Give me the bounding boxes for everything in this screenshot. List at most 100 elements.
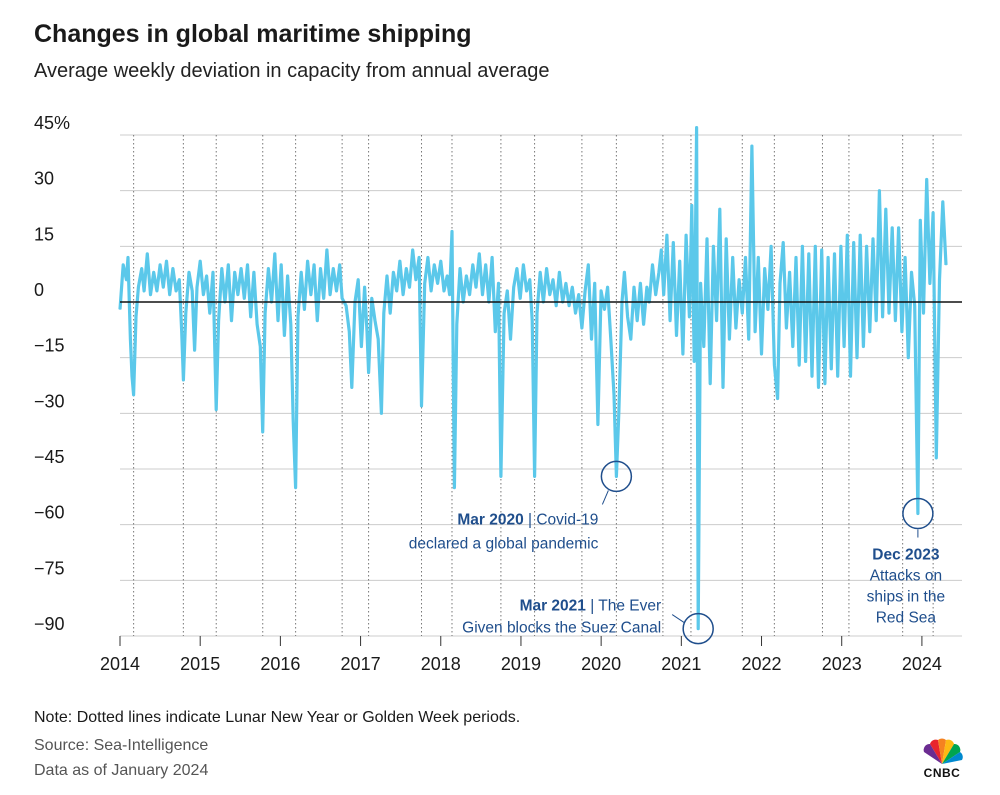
data-point bbox=[122, 264, 124, 266]
data-point bbox=[536, 312, 538, 314]
data-point bbox=[469, 294, 471, 296]
data-point bbox=[332, 268, 334, 270]
data-point bbox=[386, 275, 388, 277]
data-point bbox=[859, 234, 861, 236]
data-point bbox=[811, 375, 813, 377]
data-point bbox=[630, 338, 632, 340]
data-point bbox=[597, 423, 599, 426]
data-point bbox=[513, 286, 515, 288]
data-point bbox=[926, 178, 928, 181]
x-tick-label: 2015 bbox=[180, 654, 220, 674]
data-point bbox=[764, 268, 766, 270]
data-point bbox=[817, 386, 820, 388]
data-point bbox=[849, 375, 852, 377]
data-point bbox=[615, 475, 618, 477]
data-point bbox=[262, 431, 264, 433]
data-point bbox=[303, 308, 305, 310]
data-point bbox=[824, 383, 826, 385]
x-tick-label: 2014 bbox=[100, 654, 140, 674]
data-point bbox=[188, 271, 190, 273]
data-point bbox=[840, 245, 842, 247]
data-point bbox=[169, 294, 171, 296]
data-point bbox=[709, 383, 711, 385]
data-point bbox=[703, 345, 705, 348]
data-point bbox=[565, 282, 567, 284]
data-point bbox=[655, 294, 657, 296]
data-point bbox=[610, 338, 612, 340]
data-point bbox=[600, 290, 602, 292]
series-layer bbox=[118, 126, 948, 631]
data-point bbox=[735, 327, 737, 329]
data-point bbox=[738, 279, 740, 281]
data-point bbox=[415, 279, 417, 281]
data-point bbox=[433, 264, 435, 266]
data-point bbox=[894, 320, 897, 322]
data-point bbox=[779, 282, 781, 284]
data-point bbox=[675, 334, 678, 336]
data-point bbox=[503, 312, 505, 314]
data-point bbox=[639, 282, 642, 284]
data-point bbox=[199, 260, 201, 262]
data-point bbox=[389, 312, 391, 314]
data-point bbox=[856, 357, 858, 359]
data-point bbox=[141, 268, 143, 270]
data-point bbox=[679, 260, 681, 262]
data-point bbox=[697, 628, 699, 630]
x-tick-label: 2023 bbox=[822, 654, 862, 674]
data-point bbox=[485, 264, 487, 266]
data-point bbox=[274, 253, 276, 255]
data-point bbox=[175, 290, 177, 292]
data-point bbox=[843, 345, 845, 348]
data-point bbox=[728, 338, 731, 340]
data-point bbox=[206, 275, 208, 277]
data-point bbox=[449, 294, 451, 296]
data-point bbox=[396, 290, 398, 292]
y-tick-label: 15 bbox=[34, 224, 54, 244]
data-point bbox=[821, 249, 823, 251]
data-point bbox=[636, 320, 638, 322]
data-point bbox=[351, 386, 353, 388]
data-point bbox=[712, 245, 715, 247]
data-point bbox=[149, 294, 152, 296]
data-point bbox=[392, 271, 394, 273]
data-point bbox=[748, 338, 750, 340]
data-point bbox=[744, 256, 747, 259]
y-tick-label: −15 bbox=[34, 336, 65, 356]
x-tick-label: 2016 bbox=[260, 654, 300, 674]
data-point bbox=[209, 312, 211, 314]
data-point bbox=[833, 253, 836, 255]
data-point bbox=[672, 242, 674, 244]
annotation-leader bbox=[671, 614, 685, 623]
data-point bbox=[446, 275, 448, 277]
data-point bbox=[651, 264, 654, 266]
data-point bbox=[283, 334, 285, 336]
x-tick-label: 2024 bbox=[902, 654, 942, 674]
data-point bbox=[399, 260, 401, 262]
y-tick-label: −45 bbox=[34, 447, 65, 467]
y-tick-label: −30 bbox=[34, 391, 65, 411]
data-point bbox=[618, 412, 620, 414]
annotation-text: Attacks on bbox=[870, 568, 942, 585]
data-point bbox=[181, 331, 183, 333]
data-point bbox=[481, 294, 484, 296]
data-point bbox=[368, 371, 370, 374]
data-point bbox=[300, 271, 302, 273]
data-point bbox=[162, 286, 164, 288]
data-point bbox=[371, 297, 373, 299]
data-point bbox=[509, 338, 512, 340]
data-point bbox=[297, 316, 299, 318]
data-point bbox=[427, 256, 429, 259]
y-axis-ticks: 45% 30 15 0 −15 −30 −45 −60 −75 −90 bbox=[34, 113, 70, 634]
data-point bbox=[691, 204, 693, 207]
data-point bbox=[292, 420, 294, 422]
data-point bbox=[418, 256, 420, 259]
data-point bbox=[319, 268, 322, 270]
data-point bbox=[196, 286, 198, 288]
footnote: Note: Dotted lines indicate Lunar New Ye… bbox=[34, 709, 521, 726]
data-point bbox=[478, 253, 480, 255]
data-point bbox=[519, 297, 521, 299]
data-point bbox=[660, 249, 662, 251]
annotation-circle bbox=[682, 612, 714, 645]
data-point bbox=[259, 345, 261, 348]
data-point bbox=[159, 264, 161, 266]
